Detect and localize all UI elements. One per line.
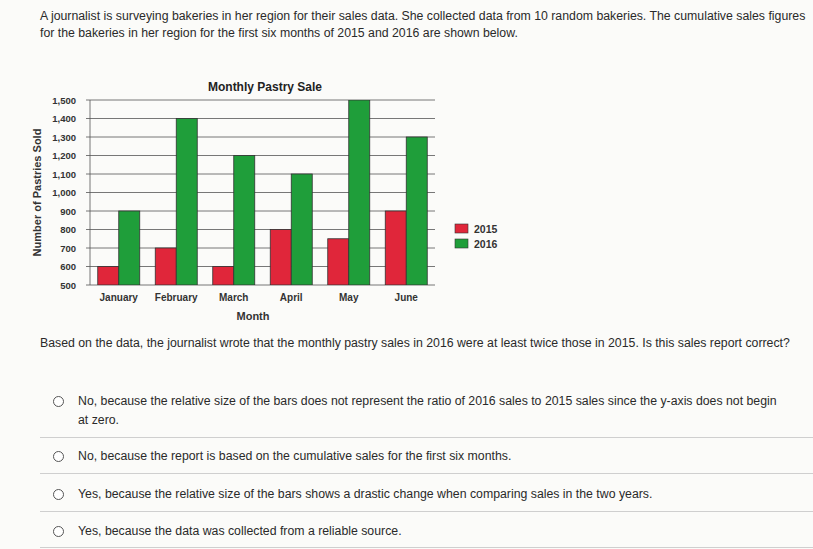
bar: [349, 100, 370, 285]
y-tick: [86, 285, 90, 286]
grid-line: [90, 266, 435, 267]
grid-line: [90, 285, 435, 286]
x-axis-label: Month: [237, 310, 270, 322]
x-tick-label: February: [155, 292, 198, 303]
y-tick-label: 1,500: [52, 95, 76, 106]
question-text: Based on the data, the journalist wrote …: [40, 335, 800, 352]
grid-line: [90, 192, 435, 193]
y-tick-label: 1,200: [52, 150, 76, 161]
y-axis: [90, 100, 91, 285]
x-tick-label: January: [100, 292, 139, 303]
y-tick: [86, 174, 90, 175]
y-tick: [86, 192, 90, 193]
radio-button[interactable]: [53, 526, 64, 537]
chart-title: Monthly Pastry Sale: [208, 80, 322, 94]
y-tick: [86, 248, 90, 249]
bar: [176, 119, 197, 286]
y-tick-label: 700: [60, 243, 76, 254]
x-tick-label: May: [339, 292, 359, 303]
y-axis-label: Number of Pastries Sold: [31, 129, 43, 257]
bar: [385, 211, 406, 285]
y-tick: [86, 100, 90, 101]
y-tick-label: 600: [60, 261, 76, 272]
y-tick-label: 1,300: [52, 132, 76, 143]
separator: [40, 547, 813, 548]
bar: [119, 211, 140, 285]
bar: [328, 239, 349, 285]
legend-label: 2015: [474, 223, 498, 235]
y-tick: [86, 266, 90, 267]
grid-line: [90, 137, 435, 138]
grid-line: [90, 100, 435, 101]
y-tick-label: 1,400: [52, 113, 76, 124]
intro-text: A journalist is surveying bakeries in he…: [40, 8, 812, 42]
grid-line: [90, 211, 435, 212]
y-tick-label: 800: [60, 224, 76, 235]
grid-line: [90, 118, 435, 119]
separator: [40, 511, 813, 512]
grid-line: [90, 248, 435, 249]
bars: [98, 100, 428, 285]
option-text[interactable]: No, because the relative size of the bar…: [78, 392, 790, 430]
bar: [213, 267, 234, 286]
x-tick-label: June: [395, 292, 419, 303]
separator: [40, 437, 813, 438]
option-text[interactable]: No, because the report is based on the c…: [78, 447, 790, 466]
bar: [98, 267, 119, 286]
radio-button[interactable]: [53, 451, 64, 462]
legend-label: 2016: [474, 238, 498, 250]
y-tick: [86, 118, 90, 119]
y-tick-label: 1,000: [52, 187, 76, 198]
radio-button[interactable]: [53, 396, 64, 407]
y-tick-label: 1,100: [52, 169, 76, 180]
radio-button[interactable]: [53, 489, 64, 500]
y-tick: [86, 229, 90, 230]
y-tick: [86, 211, 90, 212]
bar: [270, 230, 291, 286]
x-tick-label: April: [280, 292, 303, 303]
y-tick-label: 500: [60, 280, 76, 291]
legend-swatch: [455, 239, 468, 248]
option-text[interactable]: Yes, because the data was collected from…: [78, 522, 790, 541]
bar: [406, 137, 427, 285]
grid-line: [90, 155, 435, 156]
option-text[interactable]: Yes, because the relative size of the ba…: [78, 485, 790, 504]
chart: Monthly Pastry Sale 500 600 700 800 900 1,000 1…: [0, 0, 813, 549]
grid-line: [90, 229, 435, 230]
y-tick-label: 900: [60, 206, 76, 217]
y-tick: [86, 137, 90, 138]
legend-swatch: [455, 224, 468, 233]
x-tick-label: March: [219, 292, 248, 303]
y-tick: [86, 155, 90, 156]
bar: [291, 174, 312, 285]
separator: [40, 473, 813, 474]
grid-line: [90, 174, 435, 175]
bar: [234, 156, 255, 286]
bar: [155, 248, 176, 285]
